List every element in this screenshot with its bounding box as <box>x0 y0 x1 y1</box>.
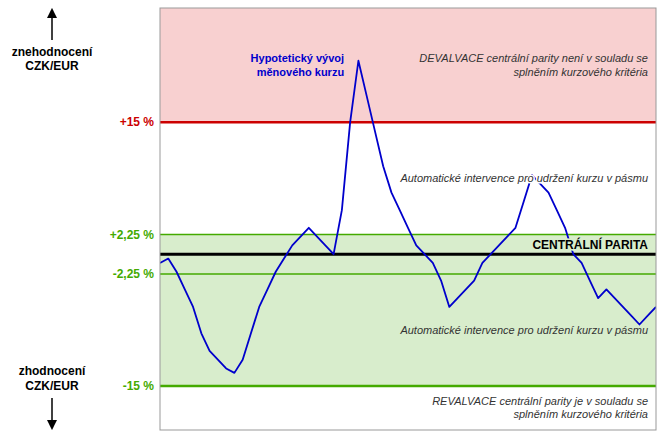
zone <box>160 234 656 274</box>
plot-frame <box>160 8 656 430</box>
direction-label: zhodnoceníCZK/EUR <box>19 364 86 392</box>
zone-label: DEVALVACE centrální parity není v soulad… <box>419 52 648 77</box>
arrow <box>51 398 53 428</box>
direction-label: znehodnoceníCZK/EUR <box>12 45 93 73</box>
zone-label: REVALVACE centrální parity je v souladu … <box>432 395 648 420</box>
band-label: -2,25 % <box>113 267 155 281</box>
band-line <box>160 273 656 275</box>
labels: DEVALVACE centrální parity není v soulad… <box>12 10 649 428</box>
zone <box>160 8 656 122</box>
band-label: +15 % <box>120 115 155 129</box>
band-line <box>160 234 656 236</box>
direction-annotation: znehodnoceníCZK/EUR <box>12 10 93 73</box>
band-label: -15 % <box>123 379 155 393</box>
chart: DEVALVACE centrální parity není v soulad… <box>0 0 666 438</box>
zone <box>160 386 656 430</box>
zone-label: Automatické intervence pro udržení kurzu… <box>399 324 648 336</box>
band-line <box>160 121 656 124</box>
band-line <box>160 385 656 388</box>
band-label: +2,25 % <box>110 228 155 242</box>
zone-label: Automatické intervence pro udržení kurzu… <box>399 172 648 184</box>
arrow <box>51 10 53 40</box>
zone <box>160 274 656 386</box>
plot-area <box>160 8 656 430</box>
series-line <box>160 61 656 373</box>
zone <box>160 122 656 234</box>
central-parity-line <box>160 253 656 256</box>
series-label: Hypotetický vývojměnového kurzu <box>251 52 345 77</box>
direction-annotation: zhodnoceníCZK/EUR <box>19 364 86 428</box>
central-parity-label: CENTRÁLNÍ PARITA <box>532 237 648 252</box>
